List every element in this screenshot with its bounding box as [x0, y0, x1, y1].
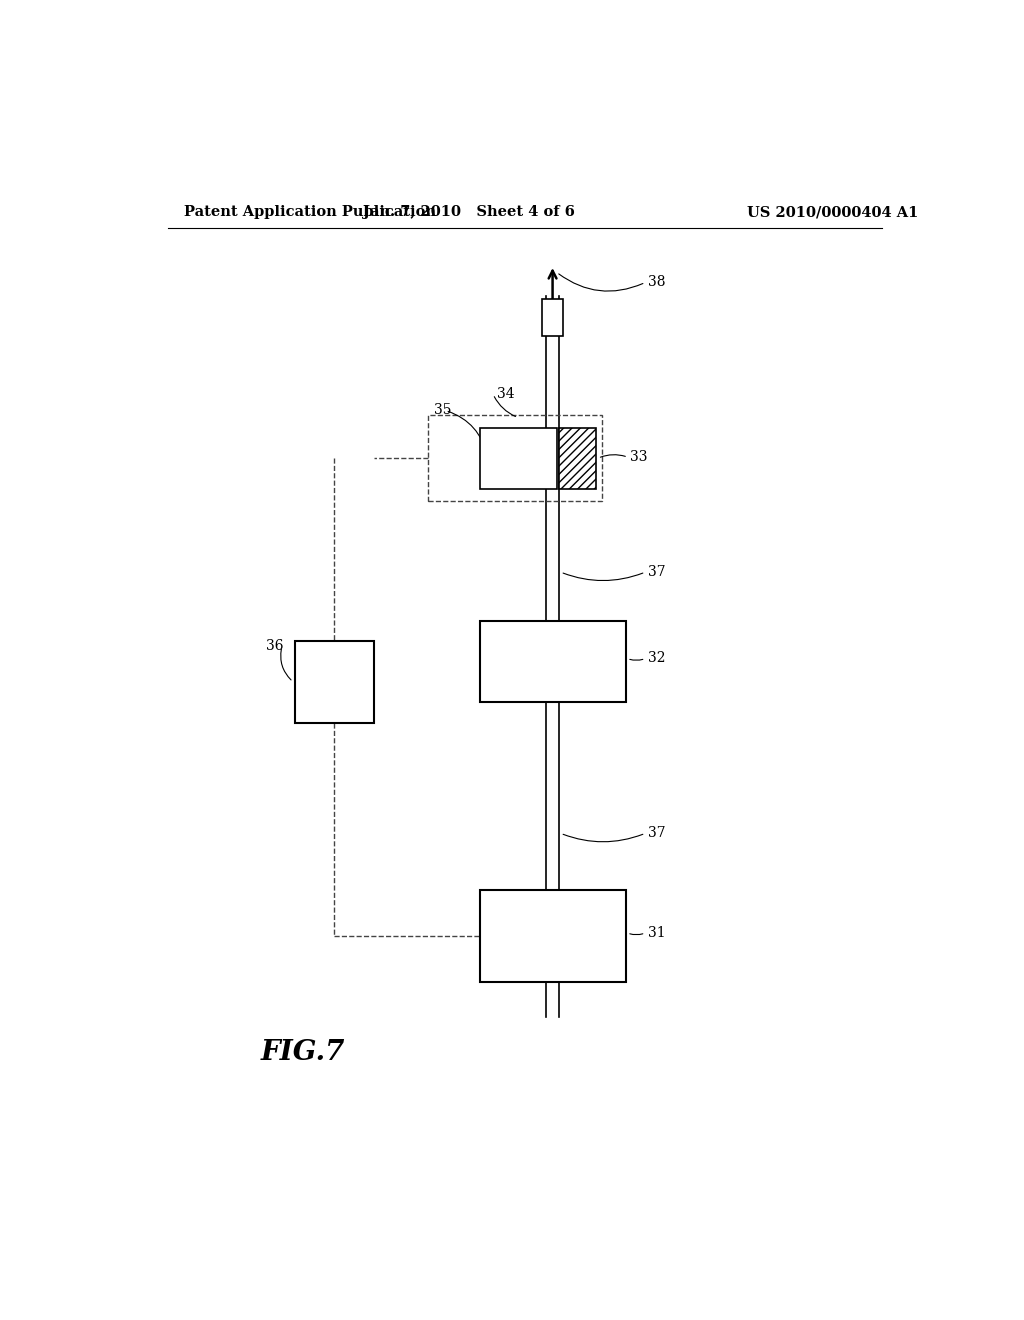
Text: 36: 36 [266, 639, 284, 653]
Text: Patent Application Publication: Patent Application Publication [183, 206, 435, 219]
Text: 31: 31 [648, 925, 666, 940]
Text: 38: 38 [648, 276, 666, 289]
Text: 35: 35 [433, 404, 451, 417]
Text: 32: 32 [648, 652, 666, 665]
Text: 37: 37 [648, 826, 666, 841]
Bar [543, 298, 563, 337]
Bar [479, 890, 626, 982]
Bar [295, 642, 374, 722]
Text: US 2010/0000404 A1: US 2010/0000404 A1 [748, 206, 919, 219]
Text: FIG.7: FIG.7 [260, 1039, 345, 1067]
Text: 37: 37 [648, 565, 666, 579]
Bar [559, 428, 596, 488]
Text: 34: 34 [497, 387, 515, 401]
Text: Jan. 7, 2010   Sheet 4 of 6: Jan. 7, 2010 Sheet 4 of 6 [364, 206, 575, 219]
Bar [428, 414, 602, 500]
Bar [479, 428, 557, 488]
Text: 33: 33 [630, 450, 647, 465]
Bar [479, 620, 626, 702]
